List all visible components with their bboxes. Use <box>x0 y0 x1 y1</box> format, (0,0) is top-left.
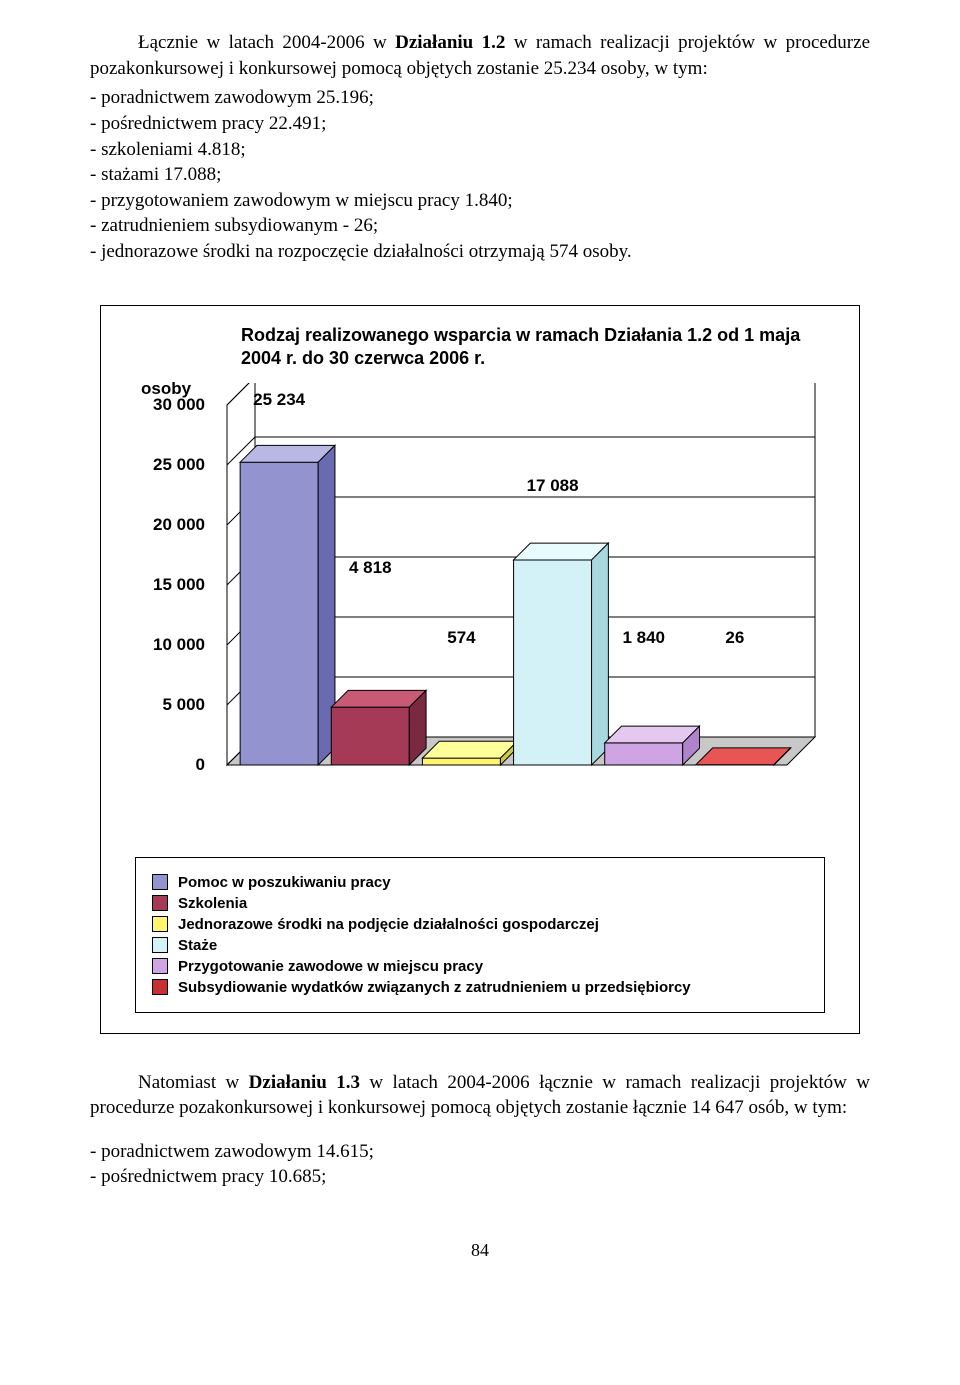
list1-item: - pośrednictwem pracy 22.491; <box>90 111 870 137</box>
legend-swatch <box>152 937 168 953</box>
para2-pre: Natomiast w <box>138 1072 249 1093</box>
legend-item: Subsydiowanie wydatków związanych z zatr… <box>152 979 808 996</box>
legend-item: Przygotowanie zawodowe w miejscu pracy <box>152 958 808 975</box>
legend-swatch <box>152 958 168 974</box>
y-tick-label: 20 000 <box>153 515 205 535</box>
list1-item: - zatrudnieniem subsydiowanym - 26; <box>90 213 870 239</box>
legend-swatch <box>152 979 168 995</box>
legend-item: Jednorazowe środki na podjęcie działalno… <box>152 916 808 933</box>
list2-item: - pośrednictwem pracy 10.685; <box>90 1164 870 1190</box>
legend-label: Subsydiowanie wydatków związanych z zatr… <box>178 979 691 996</box>
page-number: 84 <box>90 1240 870 1261</box>
y-tick-label: 5 000 <box>162 695 205 715</box>
paragraph-1: Łącznie w latach 2004-2006 w Działaniu 1… <box>90 30 870 81</box>
legend-label: Staże <box>178 937 217 954</box>
page: Łącznie w latach 2004-2006 w Działaniu 1… <box>0 0 960 1291</box>
legend-swatch <box>152 895 168 911</box>
chart-plot: 25 234 4 818 574 17 088 1 840 26 <box>217 383 817 803</box>
legend-item: Pomoc w poszukiwaniu pracy <box>152 874 808 891</box>
svg-text:4 818: 4 818 <box>349 558 392 577</box>
paragraph-2: Natomiast w Działaniu 1.3 w latach 2004-… <box>90 1070 870 1121</box>
y-tick-label: 30 000 <box>153 395 205 415</box>
svg-text:1 840: 1 840 <box>622 628 665 647</box>
list1-item: - jednorazowe środki na rozpoczęcie dzia… <box>90 239 870 265</box>
chart-legend: Pomoc w poszukiwaniu pracy Szkolenia Jedno… <box>135 857 825 1013</box>
para1-bold: Działaniu 1.2 <box>395 32 505 53</box>
list1-item: - poradnictwem zawodowym 25.196; <box>90 85 870 111</box>
legend-label: Pomoc w poszukiwaniu pracy <box>178 874 391 891</box>
svg-text:25 234: 25 234 <box>253 390 306 409</box>
y-tick-label: 15 000 <box>153 575 205 595</box>
svg-text:26: 26 <box>725 628 744 647</box>
legend-label: Przygotowanie zawodowe w miejscu pracy <box>178 958 483 975</box>
y-tick-label: 25 000 <box>153 455 205 475</box>
legend-item: Staże <box>152 937 808 954</box>
svg-text:574: 574 <box>447 628 476 647</box>
y-tick-label: 10 000 <box>153 635 205 655</box>
y-axis: osoby 30 00025 00020 00015 00010 0005 00… <box>121 383 211 763</box>
legend-label: Szkolenia <box>178 895 247 912</box>
legend-item: Szkolenia <box>152 895 808 912</box>
y-tick-label: 0 <box>196 755 205 775</box>
para1-pre: Łącznie w latach 2004-2006 w <box>138 32 395 53</box>
list1-item: - przygotowaniem zawodowym w miejscu pra… <box>90 188 870 214</box>
list1-item: - stażami 17.088; <box>90 162 870 188</box>
list2-item: - poradnictwem zawodowym 14.615; <box>90 1139 870 1165</box>
chart-title: Rodzaj realizowanego wsparcia w ramach D… <box>241 324 839 371</box>
chart-svg: 25 234 4 818 574 17 088 1 840 26 <box>217 383 817 823</box>
chart-plot-area: osoby 30 00025 00020 00015 00010 0005 00… <box>121 383 839 843</box>
legend-swatch <box>152 916 168 932</box>
chart-container: Rodzaj realizowanego wsparcia w ramach D… <box>100 305 860 1034</box>
list1-item: - szkoleniami 4.818; <box>90 137 870 163</box>
para2-bold: Działaniu 1.3 <box>249 1072 360 1093</box>
legend-swatch <box>152 874 168 890</box>
legend-label: Jednorazowe środki na podjęcie działalno… <box>178 916 599 933</box>
svg-text:17 088: 17 088 <box>527 476 579 495</box>
